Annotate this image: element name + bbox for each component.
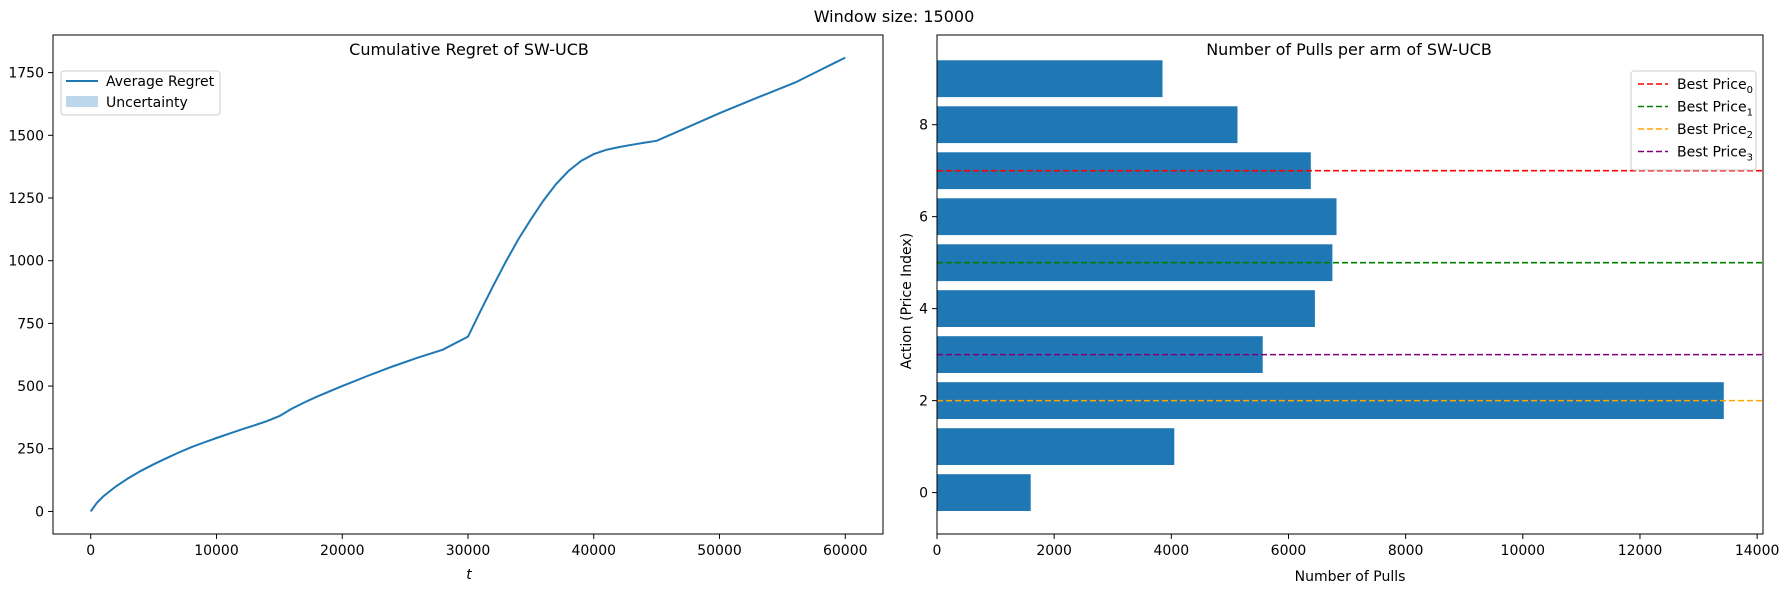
pulls-chart-title: Number of Pulls per arm of SW-UCB — [1206, 40, 1492, 59]
y-tick-label: 500 — [17, 379, 44, 395]
x-tick-label: 40000 — [571, 543, 616, 559]
bar-action-6 — [937, 198, 1337, 236]
y-tick-label: 1000 — [8, 254, 44, 270]
bar-action-1 — [937, 428, 1175, 465]
x-tick-label: 2000 — [1036, 543, 1072, 559]
x-tick-label: 0 — [933, 543, 942, 559]
pulls-x-axis-label: Number of Pulls — [1295, 569, 1406, 585]
y-tick-label: 1250 — [8, 191, 44, 207]
regret-chart-title: Cumulative Regret of SW-UCB — [349, 40, 589, 59]
x-tick-label: 60000 — [823, 543, 868, 559]
pulls-y-axis-label: Action (Price Index) — [899, 233, 915, 369]
legend-label-subscript: 1 — [1747, 108, 1753, 119]
legend-label-subscript: 3 — [1747, 153, 1753, 164]
legend-label-best-price-3: Best Price3 — [1677, 145, 1753, 164]
y-tick-label: 6 — [919, 210, 928, 226]
x-tick-label: 50000 — [697, 543, 742, 559]
x-tick-label: 0 — [86, 543, 95, 559]
legend-label-best-price-0: Best Price0 — [1677, 77, 1753, 96]
regret-legend: Average Regret Uncertainty — [60, 70, 221, 116]
regret-x-axis: 0 10000 20000 30000 40000 50000 60000 — [86, 534, 868, 559]
x-tick-label: 30000 — [446, 543, 491, 559]
bar-action-4 — [937, 290, 1315, 327]
y-tick-label: 250 — [17, 442, 44, 458]
legend-label-best-price-2: Best Price2 — [1677, 122, 1753, 141]
legend-uncertainty-swatch — [66, 96, 98, 107]
regret-plot-area — [89, 56, 846, 512]
figure-suptitle: Window size: 15000 — [814, 7, 975, 26]
x-tick-label: 8000 — [1388, 543, 1424, 559]
y-tick-label: 4 — [919, 302, 928, 318]
x-tick-label: 6000 — [1271, 543, 1307, 559]
pulls-y-axis: 0 2 4 6 8 — [919, 118, 937, 502]
y-tick-label: 0 — [919, 486, 928, 502]
y-tick-label: 8 — [919, 118, 928, 134]
regret-y-axis: 0 250 500 750 1000 1250 1500 1750 — [8, 66, 53, 520]
legend-label-subscript: 2 — [1747, 130, 1753, 141]
pulls-legend-box — [1630, 70, 1757, 171]
best-price-lines — [937, 169, 1763, 402]
y-tick-label: 1750 — [8, 66, 44, 82]
legend-label-best-price-1: Best Price1 — [1677, 100, 1753, 119]
x-tick-label: 10000 — [1501, 543, 1546, 559]
bar-action-8 — [937, 106, 1238, 144]
pulls-axes-frame — [936, 34, 1764, 535]
pulls-x-axis: 0 2000 4000 6000 8000 10000 12000 14000 — [933, 534, 1780, 559]
regret-chart: Cumulative Regret of SW-UCB 0 250 500 750 10… — [8, 34, 884, 583]
legend-label-base: Best Price — [1677, 77, 1747, 93]
y-tick-label: 2 — [919, 394, 928, 410]
x-tick-label: 14000 — [1735, 543, 1780, 559]
y-tick-label: 750 — [17, 316, 44, 332]
x-tick-label: 10000 — [194, 543, 239, 559]
y-tick-label: 1500 — [8, 128, 44, 144]
regret-x-axis-label: t — [466, 567, 472, 583]
legend-label-base: Best Price — [1677, 145, 1747, 161]
legend-label-base: Best Price — [1677, 122, 1747, 138]
x-tick-label: 12000 — [1618, 543, 1663, 559]
regret-legend-box — [60, 70, 221, 116]
regret-axes-frame — [52, 34, 884, 535]
bar-action-0 — [937, 474, 1031, 511]
legend-label-average-regret: Average Regret — [106, 74, 215, 90]
x-tick-label: 20000 — [320, 543, 365, 559]
x-tick-label: 4000 — [1154, 543, 1190, 559]
legend-label-uncertainty: Uncertainty — [106, 95, 188, 111]
pulls-chart: Number of Pulls per arm of SW-UCB 02468 … — [899, 34, 1780, 585]
legend-label-base: Best Price — [1677, 100, 1747, 116]
bar-action-9 — [937, 60, 1163, 98]
series-line-average-regret — [89, 56, 846, 512]
y-tick-label: 0 — [35, 504, 44, 520]
legend-label-subscript: 0 — [1747, 85, 1753, 96]
